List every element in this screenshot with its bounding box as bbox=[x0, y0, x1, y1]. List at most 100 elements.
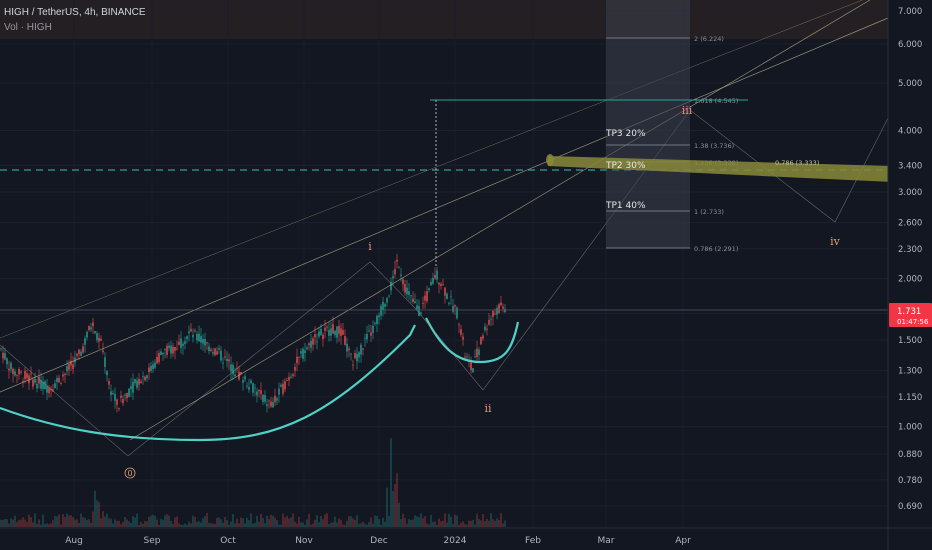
candle-body bbox=[92, 322, 94, 327]
candle-body bbox=[376, 315, 378, 324]
candle-body bbox=[374, 322, 376, 324]
volume-bar bbox=[482, 514, 484, 527]
volume-legend: Vol · HIGH bbox=[4, 22, 52, 33]
candle-body bbox=[200, 336, 202, 343]
candle-body bbox=[420, 312, 422, 314]
fib-side-label: 0.786 (3.333) bbox=[775, 159, 819, 167]
volume-bar bbox=[484, 521, 486, 527]
volume-bar bbox=[458, 524, 460, 527]
x-tick-label: Aug bbox=[65, 536, 83, 546]
candle-body bbox=[366, 334, 368, 340]
candle-body bbox=[306, 347, 308, 350]
candle-body bbox=[228, 359, 230, 362]
volume-bar bbox=[266, 515, 268, 527]
grid bbox=[0, 10, 888, 507]
volume-bar bbox=[456, 515, 458, 527]
candle-body bbox=[264, 395, 266, 402]
y-tick-label: 7.000 bbox=[898, 7, 922, 17]
volume-bar bbox=[162, 519, 164, 527]
candle-body bbox=[34, 378, 36, 383]
candle-body bbox=[278, 388, 280, 395]
candle-body bbox=[76, 353, 78, 356]
candle-body bbox=[254, 387, 256, 389]
candle-body bbox=[166, 345, 168, 355]
volume-bar bbox=[280, 524, 282, 527]
volume-bar bbox=[366, 524, 368, 527]
candle-body bbox=[102, 350, 104, 353]
candle-body bbox=[412, 298, 414, 302]
price-axis[interactable]: 7.000 6.000 5.000 4.000 3.400 3.000 2.600 2.300… bbox=[887, 0, 932, 550]
volume-bar bbox=[178, 523, 180, 527]
volume-bar bbox=[206, 513, 208, 527]
volume-bar bbox=[338, 518, 340, 527]
candle-body bbox=[386, 298, 388, 303]
candle-body bbox=[346, 343, 348, 352]
volume-bar bbox=[230, 521, 232, 527]
wave-path bbox=[0, 109, 889, 457]
candle-body bbox=[434, 275, 436, 279]
candle-body bbox=[202, 339, 204, 344]
candle-body bbox=[476, 348, 478, 357]
candle-body bbox=[232, 364, 234, 375]
volume-bar bbox=[214, 523, 216, 527]
candle-body bbox=[354, 352, 356, 359]
volume-bar bbox=[356, 515, 358, 527]
volume-bar bbox=[174, 517, 176, 527]
candle-body bbox=[280, 384, 282, 387]
y-tick-label: 2.600 bbox=[898, 219, 922, 229]
candle-body bbox=[86, 331, 88, 338]
candle-body bbox=[372, 325, 374, 333]
volume-bar bbox=[410, 520, 412, 527]
volume-bar bbox=[426, 523, 428, 527]
channel-top bbox=[0, 0, 864, 339]
candle-body bbox=[110, 391, 112, 395]
candle-body bbox=[482, 335, 484, 339]
volume-bar bbox=[258, 521, 260, 527]
candle-body bbox=[84, 338, 86, 345]
candle-body bbox=[288, 376, 290, 381]
time-axis[interactable]: Aug Sep Oct Nov Dec 2024 Feb Mar Apr bbox=[0, 527, 932, 546]
candle-body bbox=[108, 381, 110, 385]
volume-bar bbox=[136, 513, 138, 527]
volume-bar bbox=[86, 519, 88, 527]
candle-body bbox=[172, 346, 174, 354]
volume-bar bbox=[20, 519, 22, 527]
candle-body bbox=[12, 368, 14, 374]
tp3-label: TP3 20% bbox=[605, 129, 646, 139]
volume-bar bbox=[238, 523, 240, 527]
candle-body bbox=[432, 277, 434, 284]
candle-body bbox=[206, 342, 208, 344]
volume-bar bbox=[466, 524, 468, 527]
candle-body bbox=[146, 375, 148, 379]
volume-bar bbox=[140, 521, 142, 527]
volume-bar bbox=[4, 519, 6, 527]
candle-body bbox=[406, 287, 408, 295]
candle-body bbox=[44, 381, 46, 390]
volume-bar bbox=[350, 516, 352, 527]
volume-bar bbox=[434, 521, 436, 527]
volume-bar bbox=[212, 523, 214, 527]
volume-bar bbox=[54, 515, 56, 527]
volume-bar bbox=[402, 513, 404, 527]
candle-body bbox=[480, 337, 482, 345]
volume-bar bbox=[376, 515, 378, 527]
volume-bar bbox=[118, 520, 120, 527]
volume-bar bbox=[446, 522, 448, 527]
volume-bar bbox=[68, 515, 70, 527]
candle-body bbox=[6, 358, 8, 365]
candle-body bbox=[452, 305, 454, 312]
candle-body bbox=[142, 376, 144, 377]
volume-bar bbox=[302, 522, 304, 527]
candle-body bbox=[344, 336, 346, 345]
volume-bar bbox=[428, 524, 430, 527]
volume-bar bbox=[396, 473, 398, 527]
volume-bar bbox=[462, 521, 464, 527]
volume-bar bbox=[60, 524, 62, 527]
volume-bar bbox=[2, 520, 4, 527]
volume-bar bbox=[358, 523, 360, 527]
volume-bar bbox=[292, 513, 294, 527]
y-tick-label: 1.000 bbox=[898, 423, 922, 433]
candle-body bbox=[90, 327, 92, 330]
candle-body bbox=[182, 343, 184, 346]
